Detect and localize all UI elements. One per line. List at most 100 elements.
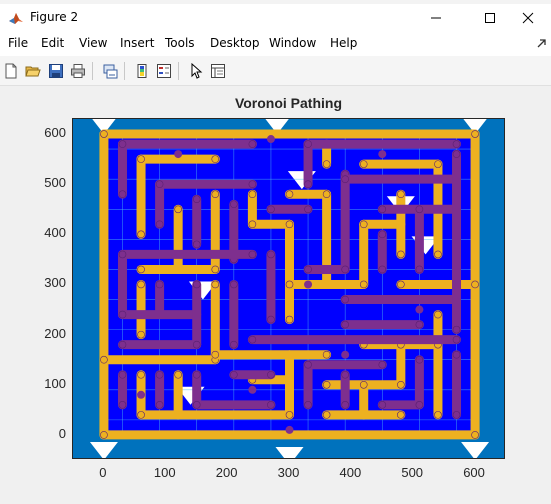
insert-legend-button[interactable] bbox=[154, 61, 174, 81]
path-node bbox=[304, 180, 312, 188]
path-node bbox=[118, 310, 127, 319]
print-button[interactable] bbox=[68, 61, 88, 81]
path-node bbox=[137, 330, 145, 339]
path-node bbox=[322, 350, 331, 359]
path-node bbox=[248, 140, 257, 148]
path-node bbox=[452, 325, 461, 334]
path-node bbox=[155, 370, 164, 379]
y-tick-label: 400 bbox=[44, 225, 66, 241]
path-node bbox=[118, 250, 127, 259]
path-node bbox=[155, 401, 164, 409]
path-node bbox=[341, 175, 349, 183]
path-node bbox=[211, 155, 220, 163]
toolbar-separator bbox=[92, 62, 93, 80]
path-point bbox=[174, 150, 183, 159]
path-point bbox=[229, 235, 238, 244]
maximize-button[interactable] bbox=[467, 4, 513, 32]
path-node bbox=[471, 431, 479, 439]
menu-insert[interactable]: Insert bbox=[120, 36, 155, 50]
toolbar-separator bbox=[124, 62, 125, 80]
open-file-button[interactable] bbox=[23, 61, 43, 81]
path-node bbox=[155, 280, 164, 289]
path-node bbox=[452, 140, 461, 148]
path-node bbox=[397, 411, 405, 419]
path-node bbox=[192, 401, 201, 409]
path-node bbox=[304, 401, 312, 409]
menu-window[interactable]: Window bbox=[269, 36, 317, 50]
path-node bbox=[359, 220, 368, 229]
path-node bbox=[322, 380, 331, 389]
path-node bbox=[248, 250, 257, 259]
print-icon bbox=[71, 64, 85, 78]
new-figure-button[interactable] bbox=[1, 61, 21, 81]
edit-plot-button[interactable] bbox=[186, 61, 206, 81]
path-node bbox=[248, 335, 257, 344]
save-icon bbox=[49, 64, 63, 78]
save-button[interactable] bbox=[46, 61, 66, 81]
path-point bbox=[304, 280, 313, 289]
path-node bbox=[452, 150, 461, 158]
menu-help[interactable]: Help bbox=[330, 36, 358, 50]
path-series-1 bbox=[117, 139, 462, 420]
menu-desktop[interactable]: Desktop bbox=[210, 36, 260, 50]
insert-colorbar-button[interactable] bbox=[132, 61, 152, 81]
path-node bbox=[322, 411, 331, 419]
insert-legend-icon bbox=[157, 64, 171, 78]
x-tick-label: 200 bbox=[215, 465, 238, 480]
path-node bbox=[248, 180, 257, 188]
path-node bbox=[118, 190, 127, 199]
path-point bbox=[137, 390, 146, 399]
path-node bbox=[118, 401, 127, 409]
minimize-button[interactable] bbox=[413, 4, 459, 32]
path-node bbox=[137, 230, 145, 239]
path-node bbox=[304, 140, 312, 148]
path-node bbox=[359, 380, 368, 389]
path-node bbox=[155, 180, 164, 188]
path-node bbox=[100, 355, 108, 364]
figure-toolbar bbox=[0, 56, 551, 86]
menu-view[interactable]: View bbox=[79, 36, 108, 50]
plot-axes[interactable] bbox=[72, 118, 505, 459]
path-node bbox=[434, 250, 442, 259]
white-gap-region bbox=[461, 441, 490, 458]
path-node bbox=[118, 340, 127, 349]
path-node bbox=[452, 350, 461, 359]
path-node bbox=[155, 220, 164, 229]
x-tick-label: 0 bbox=[99, 465, 107, 480]
minimize-icon bbox=[431, 17, 441, 19]
white-gap-region bbox=[89, 441, 118, 458]
white-gap-region bbox=[265, 119, 289, 135]
path-node bbox=[285, 280, 294, 289]
path-node bbox=[434, 160, 442, 168]
path-node bbox=[137, 370, 145, 379]
close-button[interactable] bbox=[505, 4, 551, 32]
path-node bbox=[267, 370, 275, 379]
path-node bbox=[341, 370, 349, 379]
path-node bbox=[378, 265, 387, 274]
white-gap-region bbox=[275, 446, 304, 458]
path-node bbox=[397, 280, 405, 289]
link-plot-button[interactable] bbox=[100, 61, 120, 81]
path-node bbox=[359, 160, 368, 168]
path-node bbox=[174, 370, 182, 379]
menu-file[interactable]: File bbox=[8, 36, 29, 50]
path-node bbox=[415, 401, 424, 409]
title-bar[interactable]: Figure 2 bbox=[0, 4, 551, 32]
path-node bbox=[471, 280, 479, 289]
menu-tools[interactable]: Tools bbox=[165, 36, 195, 50]
path-node bbox=[304, 205, 312, 214]
path-node bbox=[341, 295, 349, 304]
menu-edit[interactable]: Edit bbox=[41, 36, 65, 50]
dock-arrow-icon[interactable] bbox=[536, 38, 548, 50]
path-node bbox=[415, 205, 424, 214]
path-node bbox=[230, 370, 238, 379]
white-gap-region bbox=[92, 119, 116, 135]
path-node bbox=[397, 250, 405, 259]
property-inspector-button[interactable] bbox=[208, 61, 228, 81]
path-node bbox=[248, 190, 257, 199]
path-node bbox=[137, 265, 145, 274]
path-node bbox=[192, 370, 201, 379]
property-inspector-icon bbox=[211, 64, 225, 78]
path-node bbox=[211, 265, 220, 274]
